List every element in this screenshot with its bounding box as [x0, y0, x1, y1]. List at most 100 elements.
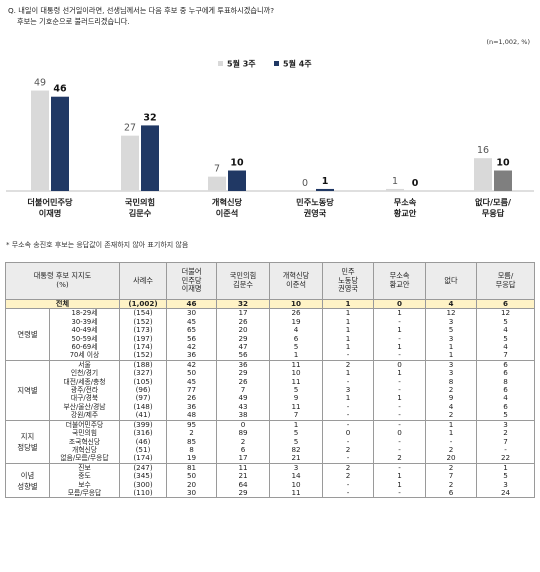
row-value: - — [476, 445, 536, 455]
row-value: 2 — [425, 480, 478, 489]
row-value: 3 — [425, 317, 478, 327]
row-value: - — [373, 351, 427, 361]
row-value: - — [373, 377, 427, 387]
row-value: 1 — [373, 326, 427, 335]
bar-1-6 — [474, 158, 492, 191]
row-value: 6 — [476, 386, 536, 395]
row-value: 4 — [476, 394, 536, 403]
table-header-row: 대통령 후보 지지도 (%) 사례수 더불어 민주당 이재명 국민의힘 김문수 개혁신당 이준석 민… — [4, 262, 536, 300]
data-label-2-1: 46 — [53, 84, 67, 95]
row-value: 65 — [166, 326, 218, 335]
table-row: 모름/무응답 (110) 30 29 11- -6 24 — [6, 488, 536, 499]
table-row: 50-59세 (197) 56 29 6 1-3 5 — [6, 334, 536, 344]
row-value: 1 — [425, 429, 478, 438]
row-value: 9 — [425, 394, 478, 403]
row-value: 1 — [476, 462, 536, 473]
table-header-cell: 더불어 민주당 이재명 — [166, 262, 218, 300]
row-value: 2 — [322, 359, 375, 370]
table-row: 광주/전라 (96) 77 7 5 3-2 6 — [6, 386, 536, 395]
table-row: 조국혁신당 (46) 85 2 5- - -7 — [6, 437, 536, 446]
row-sample-size: (174) — [119, 343, 168, 352]
row-value: 2 — [425, 411, 478, 421]
row-value: 26 — [216, 317, 271, 327]
row-value: 81 — [166, 462, 218, 473]
row-value: 30 — [166, 488, 218, 499]
row-value: 0 — [322, 429, 375, 438]
row-value: 2 — [476, 429, 536, 438]
row-value: 8 — [166, 445, 218, 455]
row-value: - — [322, 454, 375, 464]
bar-2-3 — [228, 170, 246, 191]
table-group: 지역별 서울 (188) 42 36 11 2 0 3 6 인천/경기 (327) 50 29 10 1 1 3 6… — [5, 359, 536, 421]
row-sample-size: (96) — [119, 386, 168, 395]
data-label-2-3: 10 — [230, 158, 244, 169]
row-value: 1 — [322, 343, 375, 352]
table-row: 중도 (345) 50 21 14 2 1 7 5 — [6, 472, 536, 481]
legend-swatch-2 — [274, 61, 279, 66]
row-value: 1 — [322, 369, 375, 378]
table-header-cell: 개혁신당 이준석 — [269, 262, 324, 300]
category-label-2-2: 김문수 — [129, 208, 152, 218]
data-label-1-4: 0 — [302, 178, 308, 189]
table-header-cell: 무소속 황교안 — [373, 262, 427, 300]
legend-label-2: 5월 4주 — [283, 59, 312, 69]
row-value: 7 — [476, 351, 536, 361]
row-value: 1 — [425, 351, 478, 361]
row-value: 0 — [216, 419, 271, 430]
row-value: 3 — [425, 359, 478, 370]
row-value: 6 — [476, 402, 536, 412]
total-value: 32 — [216, 298, 271, 310]
row-value: 36 — [166, 402, 218, 412]
row-label: 18-29세 — [48, 308, 121, 318]
row-label: 40-49세 — [48, 326, 121, 335]
row-value: 48 — [166, 411, 218, 421]
row-value: 26 — [216, 377, 271, 387]
table-header-cell: 민주 노동당 권영국 — [322, 262, 375, 300]
data-label-2-2: 32 — [143, 112, 156, 123]
row-label: 대전/세종/충청 — [48, 377, 121, 387]
data-label-1-6: 16 — [477, 145, 489, 156]
row-value: 45 — [166, 377, 218, 387]
total-row: 전체 (1,002) 46 32 10 1 0 4 6 — [4, 298, 536, 310]
row-value: 2 — [425, 386, 478, 395]
row-sample-size: (152) — [119, 317, 168, 327]
row-value: 0 — [373, 359, 427, 370]
row-label: 모름/무응답 — [48, 488, 121, 499]
row-value: 9 — [269, 394, 324, 403]
category-label-6-2: 무응답 — [482, 208, 505, 218]
row-sample-size: (316) — [119, 429, 168, 438]
row-value: 1 — [425, 419, 478, 430]
bar-2-2 — [141, 125, 159, 191]
table-group: 이념 성향별 진보 (247) 81 11 3 2-2 1 중도 (345) 50 21 14 2 1 7 5 보수… — [5, 462, 536, 499]
row-value: - — [322, 419, 375, 430]
row-value: 24 — [476, 488, 536, 499]
row-sample-size: (174) — [119, 454, 168, 464]
row-label: 진보 — [48, 462, 121, 473]
row-value: 2 — [322, 472, 375, 481]
row-label: 50-59세 — [48, 334, 121, 344]
table-header-cell: 사례수 — [119, 262, 168, 300]
row-value: 5 — [476, 411, 536, 421]
group-label: 이념 성향별 — [5, 462, 50, 499]
category-label-3-2: 이준석 — [216, 208, 239, 218]
row-value: 50 — [166, 472, 218, 481]
bar-2-4 — [316, 188, 334, 191]
data-label-2-4: 1 — [322, 176, 329, 187]
row-value: 11 — [269, 402, 324, 412]
row-value: 1 — [322, 326, 375, 335]
row-value: 89 — [216, 429, 271, 438]
row-value: 0 — [373, 429, 427, 438]
row-value: 1 — [322, 317, 375, 327]
row-label: 개혁신당 — [48, 445, 121, 455]
row-value: 2 — [216, 437, 271, 446]
row-label: 서울 — [48, 359, 121, 370]
category-label-2-1: 국민의힘 — [125, 197, 155, 207]
row-value: - — [373, 402, 427, 412]
table-row: 국민의힘 (316) 2 89 5 0 0 1 2 — [6, 429, 536, 438]
legend-swatch-1 — [218, 61, 223, 66]
row-value: - — [373, 419, 427, 430]
row-value: - — [322, 411, 375, 421]
table-row: 70세 이상 (152) 36 56 1- -1 7 — [6, 351, 536, 361]
total-value: 0 — [373, 298, 427, 310]
row-label: 60-69세 — [48, 343, 121, 352]
